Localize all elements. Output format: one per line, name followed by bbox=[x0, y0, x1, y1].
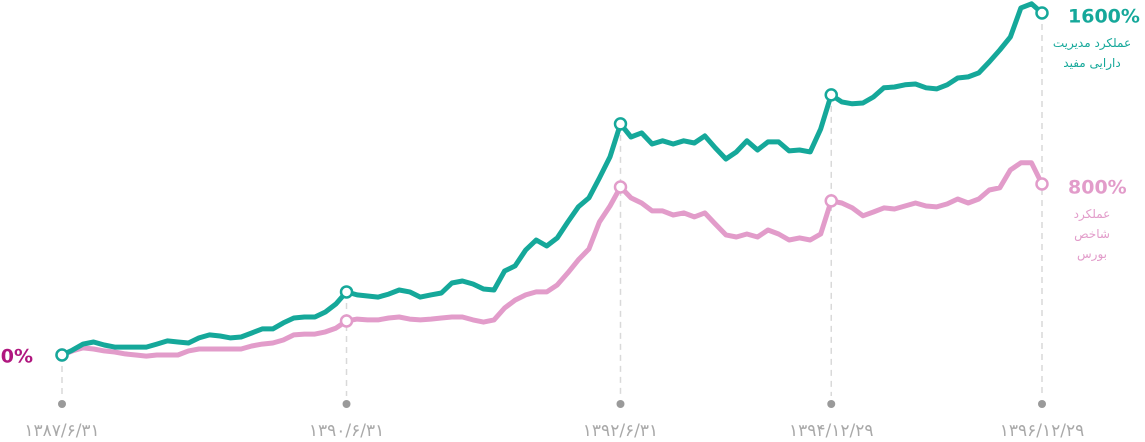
value-label: 800% bbox=[1068, 177, 1127, 199]
value-label: 0% bbox=[1, 346, 33, 368]
point-marker bbox=[1035, 6, 1049, 20]
point-marker bbox=[613, 180, 628, 194]
axis-dot bbox=[342, 400, 351, 408]
x-tick-label: ۱۳۸۷/۶/۳۱ bbox=[24, 421, 99, 441]
point-marker bbox=[339, 314, 354, 328]
x-tick-label: ۱۳۹۶/۱۲/۲۹ bbox=[1000, 421, 1085, 441]
x-tick-label: ۱۳۹۴/۱۲/۲۹ bbox=[789, 421, 874, 441]
point-marker bbox=[339, 285, 354, 299]
point-marker bbox=[55, 348, 69, 362]
point-marker bbox=[824, 194, 838, 208]
legend-label: عملکرد شاخص بورس bbox=[1073, 207, 1111, 261]
point-marker bbox=[824, 88, 838, 102]
axis-dot bbox=[58, 400, 66, 408]
point-marker bbox=[1035, 177, 1049, 191]
x-tick-label: ۱۳۹۲/۶/۳۱ bbox=[583, 421, 658, 441]
axis-dot bbox=[1038, 400, 1046, 408]
value-label: 1600% bbox=[1068, 6, 1140, 28]
axis-dot bbox=[827, 400, 836, 408]
series-line bbox=[59, 160, 1045, 359]
series-line bbox=[59, 1, 1045, 358]
legend-label: عملکرد مدیریت دارایی مفید bbox=[1052, 36, 1132, 70]
axis-dot bbox=[616, 400, 625, 408]
point-marker bbox=[613, 117, 628, 131]
x-tick-label: ۱۳۹۰/۶/۳۱ bbox=[309, 421, 384, 441]
